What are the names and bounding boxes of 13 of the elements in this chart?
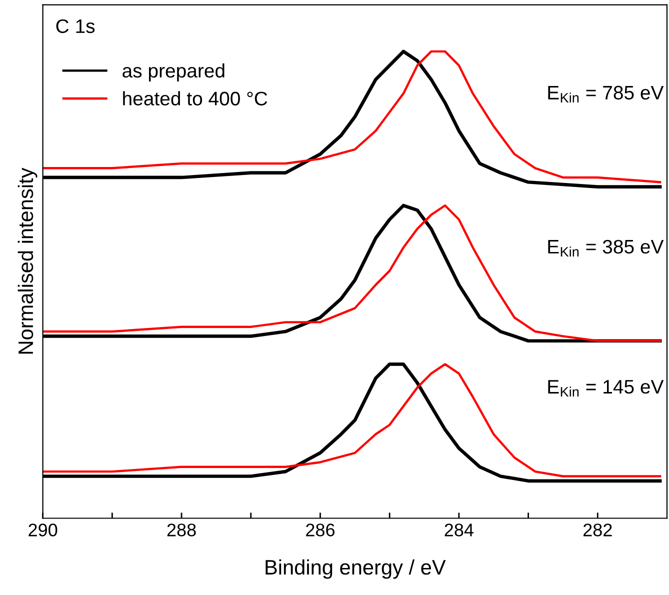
annotation: E$_{Kin}$ = 785 eV	[548, 86, 664, 102]
x-tick-label: 286	[306, 524, 334, 536]
x-axis-title: Binding energy / eV	[266, 559, 446, 579]
y-axis-title: Normalised intensity	[18, 168, 38, 354]
x-tick-label: 288	[167, 524, 196, 536]
legend-label: as prepared	[122, 63, 224, 82]
annotation: E$_{Kin}$ = 145 eV	[548, 380, 664, 397]
legend-label: heated to 400 °C	[123, 91, 268, 106]
x-tick-label: 290	[28, 524, 58, 536]
x-tick-label: 282	[583, 524, 612, 536]
x-tick-label: 284	[444, 524, 474, 536]
text: C 1s	[56, 19, 95, 34]
annotation: E$_{Kin}$ = 385 eV	[548, 240, 664, 257]
